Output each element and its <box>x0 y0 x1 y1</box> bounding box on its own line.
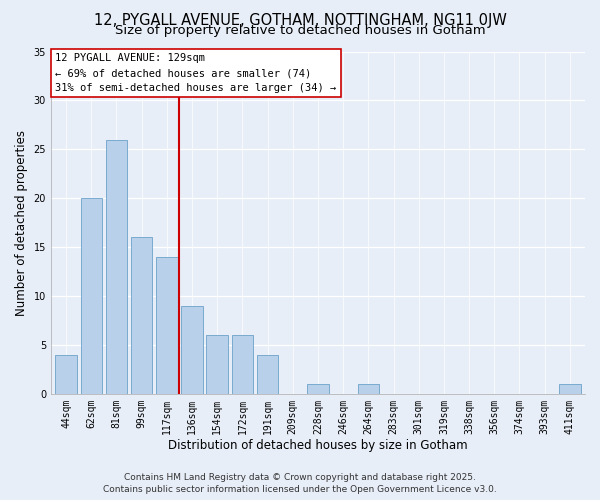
Bar <box>559 384 581 394</box>
Bar <box>257 354 278 394</box>
Bar <box>358 384 379 394</box>
Bar <box>307 384 329 394</box>
Bar <box>106 140 127 394</box>
Bar <box>55 354 77 394</box>
Bar <box>181 306 203 394</box>
Bar <box>206 335 228 394</box>
Bar <box>80 198 102 394</box>
Bar <box>232 335 253 394</box>
Text: 12 PYGALL AVENUE: 129sqm
← 69% of detached houses are smaller (74)
31% of semi-d: 12 PYGALL AVENUE: 129sqm ← 69% of detach… <box>55 54 337 93</box>
Y-axis label: Number of detached properties: Number of detached properties <box>15 130 28 316</box>
Bar <box>131 238 152 394</box>
Bar <box>156 257 178 394</box>
X-axis label: Distribution of detached houses by size in Gotham: Distribution of detached houses by size … <box>168 440 468 452</box>
Text: 12, PYGALL AVENUE, GOTHAM, NOTTINGHAM, NG11 0JW: 12, PYGALL AVENUE, GOTHAM, NOTTINGHAM, N… <box>94 12 506 28</box>
Text: Size of property relative to detached houses in Gotham: Size of property relative to detached ho… <box>115 24 485 37</box>
Text: Contains HM Land Registry data © Crown copyright and database right 2025.
Contai: Contains HM Land Registry data © Crown c… <box>103 473 497 494</box>
